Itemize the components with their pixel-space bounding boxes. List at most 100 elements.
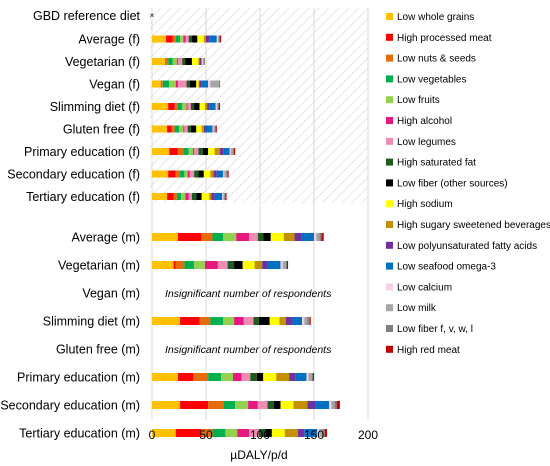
male-bar-1-seg-0: [152, 261, 174, 269]
female-bar-0-seg-7: [188, 35, 192, 43]
legend-swatch-10: [386, 221, 393, 228]
female-bar-6-seg-6: [189, 170, 195, 178]
female-bar-5-seg-7: [198, 148, 203, 155]
male-bar-6-seg-7: [267, 401, 275, 409]
male-bar-6-seg-8: [274, 401, 281, 409]
female-bar-3-seg-13: [215, 103, 217, 110]
female-label-4: Gluten free (f): [63, 123, 140, 137]
female-bar-5-seg-8: [202, 148, 209, 155]
male-bar-5-seg-7: [250, 373, 257, 381]
female-bar-4-seg-13: [212, 125, 214, 133]
female-bar-2-seg-14: [210, 80, 219, 88]
male-bar-0-seg-11: [294, 233, 302, 241]
female-bar-4-seg-7: [187, 125, 191, 133]
female-bar-2-seg-13: [208, 80, 211, 88]
male-bar-1-seg-2: [175, 261, 185, 269]
legend-swatch-6: [386, 137, 393, 145]
female-bar-7-seg-2: [173, 193, 177, 200]
legend-label-16: High red meat: [397, 345, 460, 356]
male-bar-7-seg-9: [271, 429, 285, 437]
legend-swatch-16: [386, 345, 393, 353]
male-bar-5-seg-13: [306, 373, 309, 381]
female-label-2: Vegan (f): [89, 78, 140, 92]
reference-diet-label: GBD reference diet: [33, 9, 141, 23]
male-bar-1-seg-5: [204, 261, 218, 269]
female-bar-2-seg-6: [177, 80, 187, 88]
female-bar-2-seg-0: [152, 80, 161, 88]
female-bar-3-seg-11: [207, 103, 210, 110]
male-bar-5-seg-9: [263, 373, 277, 381]
female-bar-7-seg-9: [201, 193, 210, 200]
male-note-4: Insignificant number of respondents: [165, 344, 332, 356]
gridlines: [151, 8, 369, 420]
female-bar-4-seg-12: [206, 125, 213, 133]
male-note-2: Insignificant number of respondents: [165, 288, 332, 300]
female-bar-3-seg-10: [204, 103, 208, 110]
female-bar-2-seg-5: [175, 80, 178, 88]
female-bar-6-seg-9: [203, 170, 211, 178]
male-label-1: Vegetarian (m): [58, 259, 140, 273]
x-tick-0: 0: [149, 428, 156, 442]
female-bar-1-seg-3: [168, 58, 173, 65]
male-bar-3-seg-8: [258, 317, 270, 325]
male-bar-0-seg-9: [270, 233, 284, 241]
male-bar-0-seg-12: [301, 233, 314, 241]
female-label-7: Tertiary education (f): [26, 190, 140, 204]
male-bar-3-seg-16: [309, 317, 311, 325]
female-bar-6-seg-0: [152, 170, 169, 178]
male-bar-6-seg-10: [293, 401, 308, 409]
female-bar-1-seg-5: [176, 58, 178, 65]
female-bar-3-seg-4: [182, 103, 187, 110]
female-bar-3-seg-5: [186, 103, 188, 110]
female-bar-2-seg-4: [169, 80, 176, 88]
female-bar-4-seg-5: [183, 125, 185, 133]
female-bar-0-seg-14: [217, 35, 219, 43]
male-bar-0-seg-14: [316, 233, 320, 241]
male-bar-1-seg-10: [254, 261, 263, 269]
male-bar-5-seg-1: [177, 373, 194, 381]
female-bar-1-seg-14: [202, 58, 204, 65]
female-bar-3-seg-7: [190, 103, 195, 110]
female-bar-5-seg-13: [229, 148, 231, 155]
legend-swatch-11: [386, 241, 393, 249]
female-bar-5-seg-9: [208, 148, 215, 155]
female-bar-0-seg-4: [180, 35, 184, 43]
female-bar-0-seg-6: [185, 35, 189, 43]
male-bar-7-seg-14: [319, 429, 323, 437]
male-bar-0-seg-13: [314, 233, 317, 241]
male-bar-7-seg-11: [297, 429, 305, 437]
female-bar-0-seg-3: [175, 35, 181, 43]
female-bar-6-seg-12: [216, 170, 224, 178]
male-bar-0-seg-16: [321, 233, 324, 241]
male-bar-5-seg-0: [152, 373, 178, 381]
male-label-4: Gluten free (m): [56, 343, 140, 357]
female-bar-3-seg-9: [199, 103, 205, 110]
male-bar-7-seg-4: [225, 429, 238, 437]
legend-swatch-9: [386, 200, 393, 208]
female-bar-3-seg-8: [194, 103, 200, 110]
female-bar-1-seg-7: [182, 58, 186, 65]
female-bar-2-seg-15: [218, 80, 221, 88]
female-bar-4-seg-16: [215, 125, 217, 133]
male-bar-6-seg-1: [180, 401, 209, 409]
female-bar-7-seg-1: [167, 193, 174, 200]
legend-label-2: Low nuts & seeds: [397, 54, 476, 65]
female-bar-3-seg-6: [187, 103, 191, 110]
female-bar-1-seg-4: [172, 58, 177, 65]
female-bar-4-seg-8: [190, 125, 197, 133]
male-bar-6-seg-11: [307, 401, 316, 409]
legend-swatch-12: [386, 262, 393, 270]
female-bar-5-seg-2: [177, 148, 184, 155]
female-bar-5-seg-12: [223, 148, 230, 155]
female-bar-4-seg-10: [201, 125, 204, 133]
female-bar-2-seg-8: [189, 80, 197, 88]
legend-swatch-4: [386, 96, 393, 104]
male-bar-3-seg-14: [304, 317, 308, 325]
female-bar-6-seg-7: [194, 170, 199, 178]
male-bar-1-seg-9: [242, 261, 255, 269]
male-bar-3-seg-2: [199, 317, 211, 325]
male-bar-6-seg-16: [336, 401, 340, 409]
female-bar-1-seg-9: [191, 58, 199, 65]
female-bar-6-seg-16: [227, 170, 229, 178]
legend-label-9: High sodium: [397, 199, 453, 210]
